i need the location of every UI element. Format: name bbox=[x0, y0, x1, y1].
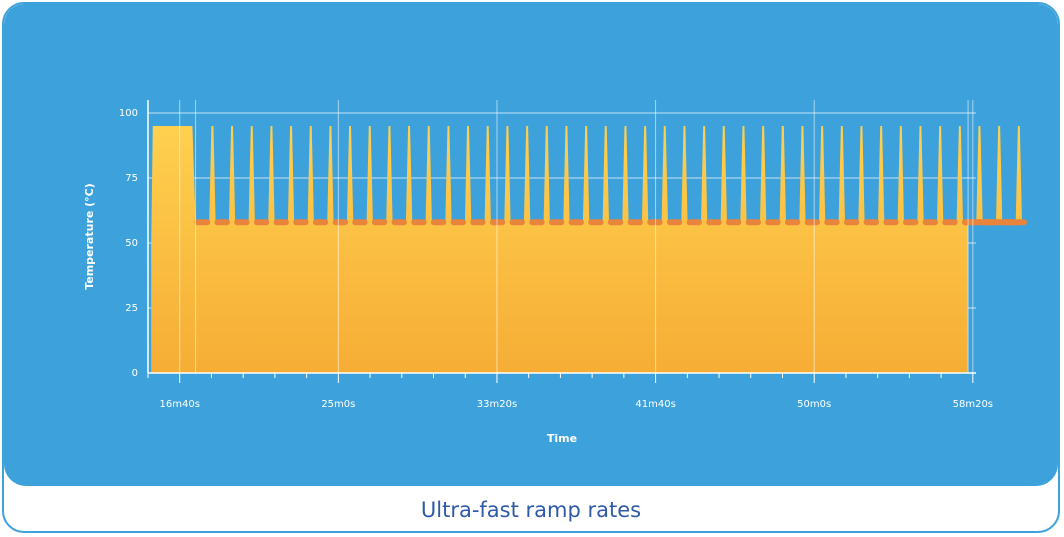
y-tick-label: 0 bbox=[132, 368, 138, 379]
chart-panel: 0 25 50 75 100 16m40s 25m0s 33m20s 41m40s 50m0s 58… bbox=[4, 4, 1058, 486]
y-tick-label: 50 bbox=[125, 238, 138, 249]
y-tick-label: 75 bbox=[125, 173, 138, 184]
x-tick-label: 41m40s bbox=[635, 399, 675, 410]
x-tick-label: 58m20s bbox=[953, 399, 993, 410]
temperature-chart: 0 25 50 75 100 16m40s 25m0s 33m20s 41m40s 50m0s 58… bbox=[83, 100, 1027, 445]
y-axis-title: Temperature (°C) bbox=[83, 183, 96, 290]
x-tick-label: 25m0s bbox=[321, 399, 355, 410]
x-tick-label: 50m0s bbox=[797, 399, 831, 410]
x-tick-label: 16m40s bbox=[160, 399, 200, 410]
y-tick-label: 100 bbox=[119, 108, 138, 119]
temperature-area bbox=[151, 126, 1022, 373]
y-tick-label: 25 bbox=[125, 303, 138, 314]
x-axis-title: Time bbox=[547, 432, 577, 445]
figure-caption: Ultra-fast ramp rates bbox=[420, 498, 642, 522]
x-tick-label: 33m20s bbox=[477, 399, 517, 410]
